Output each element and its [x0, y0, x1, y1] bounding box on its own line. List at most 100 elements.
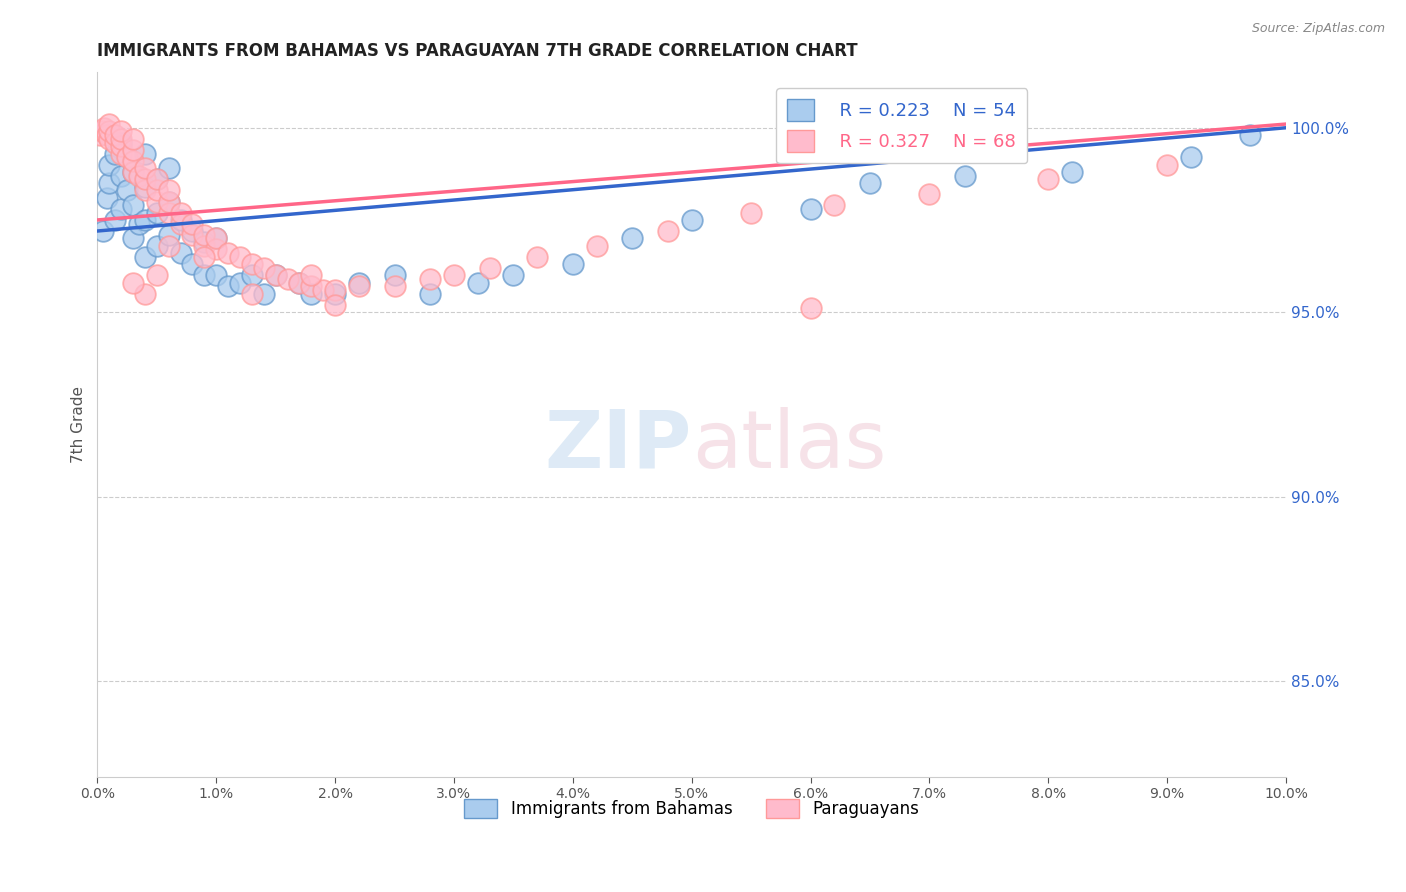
Point — [229, 250, 252, 264]
Point — [134, 213, 156, 227]
Text: atlas: atlas — [692, 407, 886, 484]
Point — [122, 143, 145, 157]
Point — [104, 213, 127, 227]
Point — [110, 132, 132, 146]
Text: ZIP: ZIP — [544, 407, 692, 484]
Point — [115, 184, 138, 198]
Point — [299, 279, 322, 293]
Point — [110, 136, 132, 150]
Point — [110, 169, 132, 183]
Point — [134, 184, 156, 198]
Point — [312, 283, 335, 297]
Point — [128, 217, 150, 231]
Point — [128, 169, 150, 183]
Point — [96, 128, 118, 142]
Point — [134, 179, 156, 194]
Point — [146, 239, 169, 253]
Point — [146, 268, 169, 283]
Point — [347, 279, 370, 293]
Point — [229, 276, 252, 290]
Point — [98, 117, 121, 131]
Point — [205, 231, 228, 245]
Point — [146, 172, 169, 186]
Point — [419, 272, 441, 286]
Point — [253, 286, 276, 301]
Point — [146, 205, 169, 219]
Point — [181, 257, 204, 271]
Point — [323, 283, 346, 297]
Point — [122, 132, 145, 146]
Point — [157, 205, 180, 219]
Point — [264, 268, 287, 283]
Point — [169, 213, 191, 227]
Point — [181, 224, 204, 238]
Point — [240, 286, 263, 301]
Point — [193, 250, 215, 264]
Point — [110, 202, 132, 216]
Point — [181, 217, 204, 231]
Legend: Immigrants from Bahamas, Paraguayans: Immigrants from Bahamas, Paraguayans — [457, 792, 927, 825]
Point — [110, 146, 132, 161]
Point — [104, 128, 127, 142]
Point — [93, 120, 115, 135]
Point — [157, 194, 180, 209]
Point — [98, 124, 121, 138]
Point — [478, 260, 501, 275]
Point — [467, 276, 489, 290]
Point — [122, 276, 145, 290]
Point — [384, 268, 406, 283]
Point — [110, 124, 132, 138]
Point — [98, 158, 121, 172]
Point — [1180, 150, 1202, 164]
Point — [134, 172, 156, 186]
Point — [122, 165, 145, 179]
Point — [169, 246, 191, 260]
Point — [205, 268, 228, 283]
Point — [146, 172, 169, 186]
Point — [169, 205, 191, 219]
Point — [110, 139, 132, 153]
Point — [122, 153, 145, 168]
Point — [122, 231, 145, 245]
Point — [115, 150, 138, 164]
Point — [384, 279, 406, 293]
Point — [585, 239, 607, 253]
Point — [799, 301, 821, 316]
Point — [104, 146, 127, 161]
Point — [146, 194, 169, 209]
Point — [277, 272, 299, 286]
Point — [859, 176, 882, 190]
Point — [657, 224, 679, 238]
Point — [443, 268, 465, 283]
Point — [122, 165, 145, 179]
Point — [193, 268, 215, 283]
Point — [240, 268, 263, 283]
Point — [240, 257, 263, 271]
Point — [253, 260, 276, 275]
Point — [157, 227, 180, 242]
Point — [157, 161, 180, 176]
Point — [419, 286, 441, 301]
Point — [1239, 128, 1261, 142]
Point — [1038, 172, 1060, 186]
Point — [323, 286, 346, 301]
Point — [134, 286, 156, 301]
Point — [89, 128, 111, 142]
Point — [134, 250, 156, 264]
Point — [181, 227, 204, 242]
Point — [96, 191, 118, 205]
Point — [193, 227, 215, 242]
Point — [526, 250, 548, 264]
Point — [347, 276, 370, 290]
Point — [299, 268, 322, 283]
Point — [98, 176, 121, 190]
Point — [91, 224, 114, 238]
Point — [502, 268, 524, 283]
Point — [323, 298, 346, 312]
Point — [193, 239, 215, 253]
Point — [823, 198, 845, 212]
Point — [918, 187, 941, 202]
Point — [98, 132, 121, 146]
Point — [91, 124, 114, 138]
Point — [157, 239, 180, 253]
